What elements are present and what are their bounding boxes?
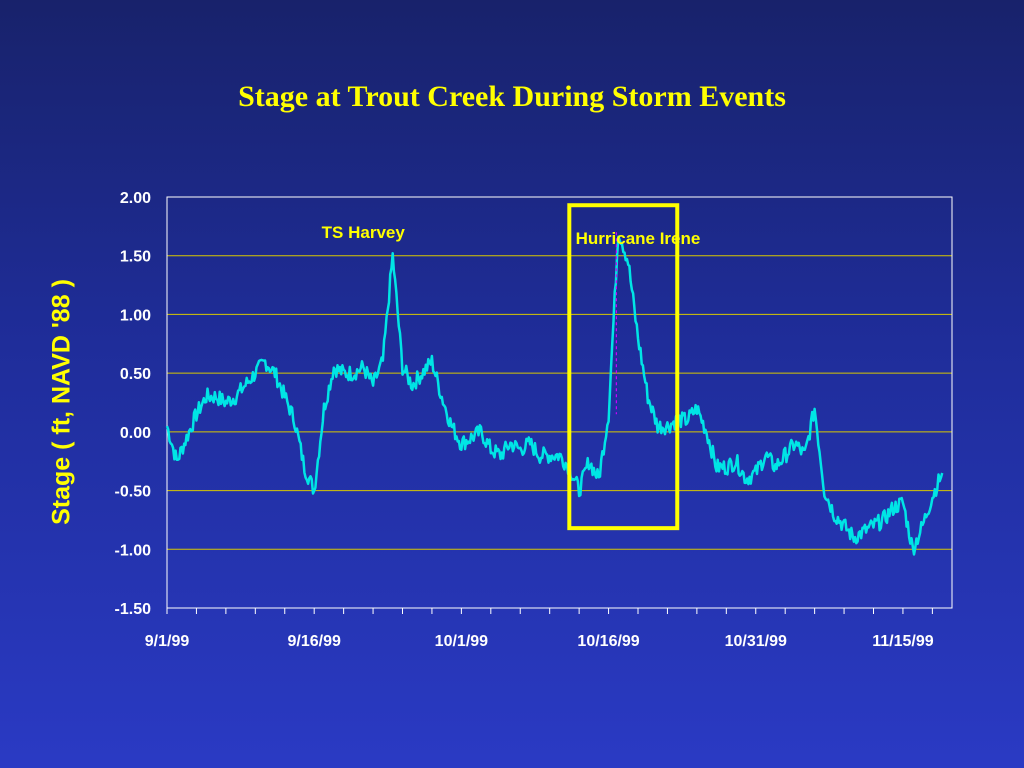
plot-frame	[166, 196, 953, 609]
x-tick-label: 9/1/99	[145, 633, 190, 650]
highlight-box	[567, 203, 680, 531]
x-tick-labels: 9/1/99 9/16/99 10/1/99 10/16/99 10/31/99 11/1…	[145, 633, 934, 650]
x-tick-label: 10/16/99	[577, 633, 639, 650]
annotation-label: TS Harvey	[322, 223, 406, 242]
annotation-label: Hurricane Irene	[576, 229, 701, 248]
axes	[166, 196, 953, 614]
series-line	[165, 235, 944, 556]
y-tick-label: 0.00	[120, 425, 151, 442]
grid-lines	[167, 196, 952, 609]
x-tick-label: 10/31/99	[725, 633, 787, 650]
y-tick-label: 0.50	[120, 366, 151, 383]
y-tick-label: 2.00	[120, 190, 151, 207]
y-tick-label: 1.50	[120, 249, 151, 266]
y-tick-labels: 2.00 1.50 1.00 0.50 0.00 -0.50 -1.00 -1.50	[115, 190, 152, 618]
y-tick-label: 1.00	[120, 307, 151, 324]
chart-title: Stage at Trout Creek During Storm Events	[238, 80, 786, 113]
y-tick-label: -1.00	[115, 542, 152, 559]
x-tick-label: 9/16/99	[287, 633, 340, 650]
x-tick-label: 11/15/99	[872, 633, 934, 650]
y-tick-label: -1.50	[115, 601, 152, 618]
series-group	[165, 232, 944, 556]
annotations: TS Harvey Hurricane Irene	[322, 203, 701, 531]
y-tick-label: -0.50	[115, 484, 152, 501]
x-tick-label: 10/1/99	[435, 633, 488, 650]
